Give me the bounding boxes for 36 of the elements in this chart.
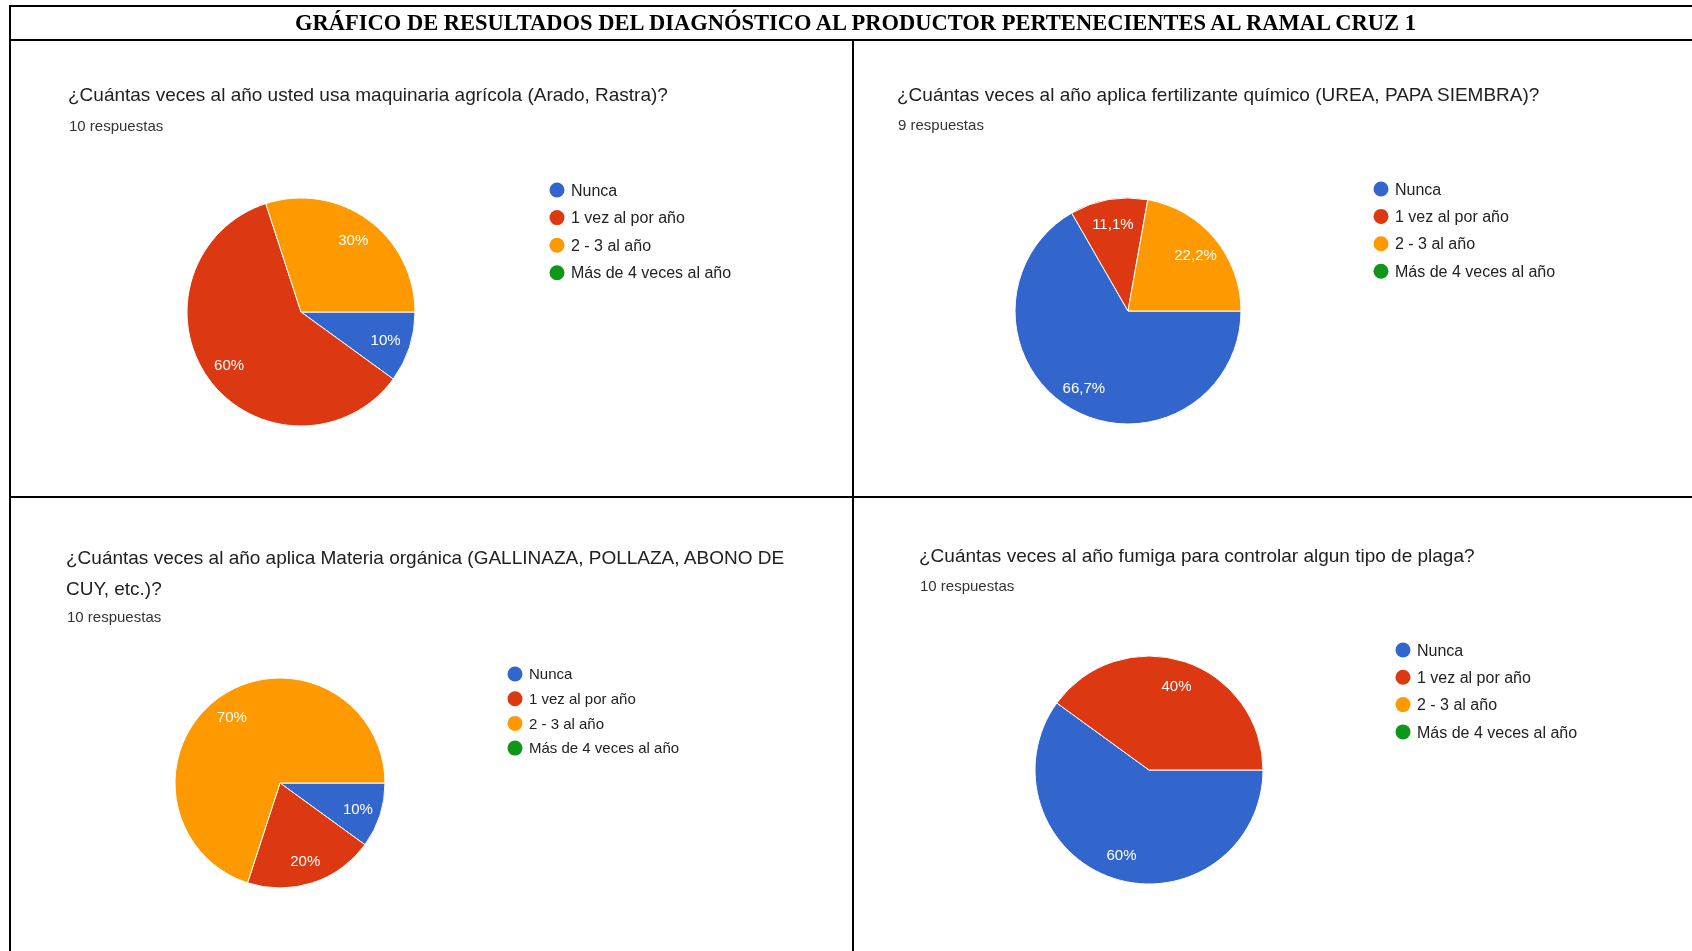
chart-title: ¿Cuántas veces al año usted usa maquinaria agrícola (Arado, Rastra)? bbox=[68, 83, 668, 107]
chart-title: ¿Cuántas veces al año aplica Materia orgánica (GALLINAZA, POLLAZA, ABONO DE CUY, etc.)? bbox=[66, 546, 786, 601]
legend-label: Más de 4 veces al año bbox=[571, 264, 732, 282]
legend-label: Nunca bbox=[1417, 641, 1464, 659]
legend-label: Más de 4 veces al año bbox=[529, 739, 680, 757]
data-label: 60% bbox=[214, 355, 245, 373]
data-label: 66,7% bbox=[1062, 378, 1106, 396]
legend-label: 2 - 3 al año bbox=[1417, 696, 1498, 714]
legend-label: 2 - 3 al año bbox=[529, 714, 605, 732]
data-label: 11,1% bbox=[1092, 215, 1134, 233]
chart-subtitle: 10 respuestas bbox=[920, 577, 1015, 595]
legend-label: Más de 4 veces al año bbox=[1417, 723, 1578, 741]
legend-label: 2 - 3 al año bbox=[1395, 235, 1476, 253]
legend-label: 1 vez al por año bbox=[529, 689, 636, 707]
data-label: 22,2% bbox=[1174, 245, 1217, 263]
legend-label: 1 vez al por año bbox=[1417, 668, 1531, 686]
data-label: 60% bbox=[1106, 845, 1137, 863]
chart-subtitle: 10 respuestas bbox=[69, 117, 164, 135]
legend-label: 1 vez al por año bbox=[1395, 208, 1509, 225]
data-label: 40% bbox=[1161, 676, 1192, 694]
data-label: 70% bbox=[216, 707, 247, 725]
data-label: 20% bbox=[290, 852, 321, 870]
chart-title: ¿Cuántas veces al año aplica fertilizante químico (UREA, PAPA SIEMBRA)? bbox=[897, 83, 1540, 107]
data-label: 10% bbox=[370, 330, 401, 348]
chart-title: ¿Cuántas veces al año fumiga para controlar algun tipo de plaga? bbox=[919, 544, 1475, 568]
legend-label: 1 vez al por año bbox=[571, 209, 685, 227]
legend-label: Nunca bbox=[1395, 180, 1442, 198]
legend-label: Nunca bbox=[571, 181, 618, 199]
legend-label: Más de 4 veces al año bbox=[1395, 262, 1556, 280]
chart-subtitle: 9 respuestas bbox=[898, 116, 984, 134]
text: GRÁFICO DE RESULTADOS DEL DIAGNÓSTICO AL PRODUCTOR PERTENECIENTES AL RAMAL CRUZ 1 bbox=[295, 10, 1416, 36]
legend-label: 2 - 3 al año bbox=[571, 236, 652, 254]
chart-subtitle: 10 respuestas bbox=[67, 608, 162, 626]
data-label: 30% bbox=[338, 231, 369, 249]
data-label: 10% bbox=[342, 799, 373, 817]
legend-label: Nunca bbox=[529, 665, 574, 683]
